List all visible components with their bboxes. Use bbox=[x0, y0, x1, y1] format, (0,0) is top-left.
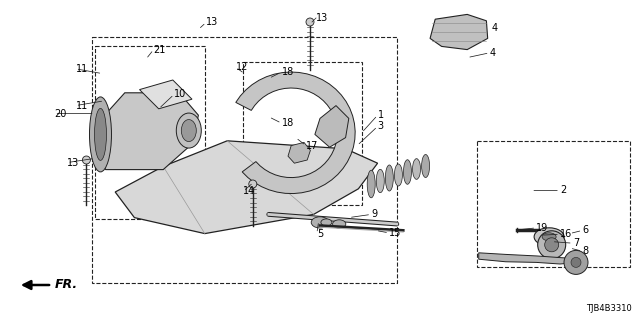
Ellipse shape bbox=[311, 217, 329, 228]
Polygon shape bbox=[479, 253, 577, 264]
Circle shape bbox=[545, 238, 559, 252]
Text: 18: 18 bbox=[282, 67, 294, 77]
Text: 13: 13 bbox=[316, 13, 328, 23]
Ellipse shape bbox=[403, 160, 412, 184]
Circle shape bbox=[564, 250, 588, 274]
Ellipse shape bbox=[176, 113, 202, 148]
Text: TJB4B3310: TJB4B3310 bbox=[586, 304, 632, 313]
Ellipse shape bbox=[95, 108, 106, 160]
Text: 14: 14 bbox=[243, 186, 255, 196]
Ellipse shape bbox=[181, 120, 196, 141]
Text: 21: 21 bbox=[154, 44, 166, 55]
Polygon shape bbox=[288, 142, 310, 163]
Polygon shape bbox=[95, 93, 198, 170]
Text: 13: 13 bbox=[67, 157, 79, 168]
Text: 16: 16 bbox=[560, 229, 572, 239]
Text: 10: 10 bbox=[174, 89, 186, 100]
Text: 12: 12 bbox=[236, 62, 248, 72]
Text: 6: 6 bbox=[582, 225, 589, 236]
Text: 5: 5 bbox=[317, 228, 323, 239]
Ellipse shape bbox=[542, 233, 556, 241]
Text: 4: 4 bbox=[490, 48, 496, 58]
Text: 20: 20 bbox=[54, 108, 67, 119]
Ellipse shape bbox=[90, 97, 111, 172]
Circle shape bbox=[306, 18, 314, 26]
Text: 18: 18 bbox=[282, 118, 294, 128]
Text: 2: 2 bbox=[560, 185, 566, 196]
Ellipse shape bbox=[321, 219, 332, 226]
Text: 13: 13 bbox=[206, 17, 218, 28]
Text: 11: 11 bbox=[76, 100, 88, 111]
Text: 9: 9 bbox=[371, 209, 378, 220]
Text: 15: 15 bbox=[389, 228, 401, 238]
Ellipse shape bbox=[534, 228, 564, 246]
Text: 19: 19 bbox=[536, 223, 548, 233]
Polygon shape bbox=[430, 14, 488, 50]
Circle shape bbox=[538, 231, 566, 259]
Bar bbox=[95, 46, 205, 219]
Polygon shape bbox=[315, 106, 349, 147]
Bar bbox=[477, 141, 630, 267]
Ellipse shape bbox=[394, 164, 403, 186]
Text: 1: 1 bbox=[378, 110, 384, 120]
Polygon shape bbox=[236, 72, 355, 194]
Circle shape bbox=[571, 257, 581, 268]
Text: FR.: FR. bbox=[55, 278, 78, 292]
Ellipse shape bbox=[333, 220, 346, 228]
Text: 11: 11 bbox=[76, 64, 88, 74]
Text: 4: 4 bbox=[492, 23, 498, 33]
Text: 3: 3 bbox=[378, 121, 384, 132]
Ellipse shape bbox=[385, 165, 394, 191]
Text: 17: 17 bbox=[306, 140, 318, 151]
Ellipse shape bbox=[367, 170, 375, 198]
Text: 8: 8 bbox=[582, 246, 589, 256]
Bar bbox=[92, 37, 397, 283]
Polygon shape bbox=[140, 80, 192, 109]
Circle shape bbox=[249, 180, 257, 188]
Bar bbox=[243, 62, 362, 205]
Polygon shape bbox=[115, 141, 378, 234]
Ellipse shape bbox=[413, 159, 420, 179]
Text: 7: 7 bbox=[573, 238, 579, 248]
Ellipse shape bbox=[422, 155, 429, 178]
Circle shape bbox=[83, 156, 90, 164]
Ellipse shape bbox=[376, 169, 384, 193]
